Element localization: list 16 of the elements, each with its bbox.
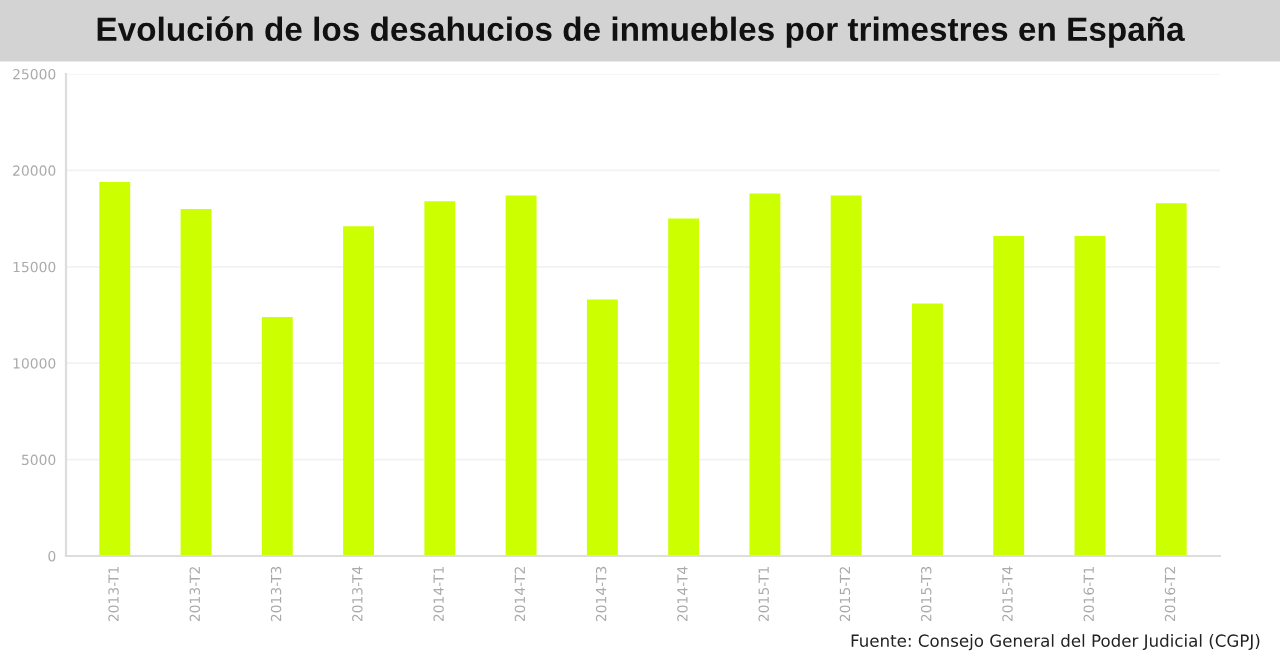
bar [261,316,293,556]
bar [1155,203,1187,556]
bar [586,299,618,556]
bar [830,195,862,556]
bar [99,181,131,556]
bar [993,235,1025,556]
source-note: Fuente: Consejo General del Poder Judicial (CGPJ) [851,634,1260,651]
bar [180,208,212,556]
bar [749,193,781,556]
bar [505,195,537,556]
chart-title: Evolución de los desahucios de inmuebles por trimestres en España [97,16,1185,48]
bar [424,201,456,556]
bar [343,226,374,556]
bar [912,303,943,556]
bar [668,218,700,556]
bar [1074,235,1106,556]
